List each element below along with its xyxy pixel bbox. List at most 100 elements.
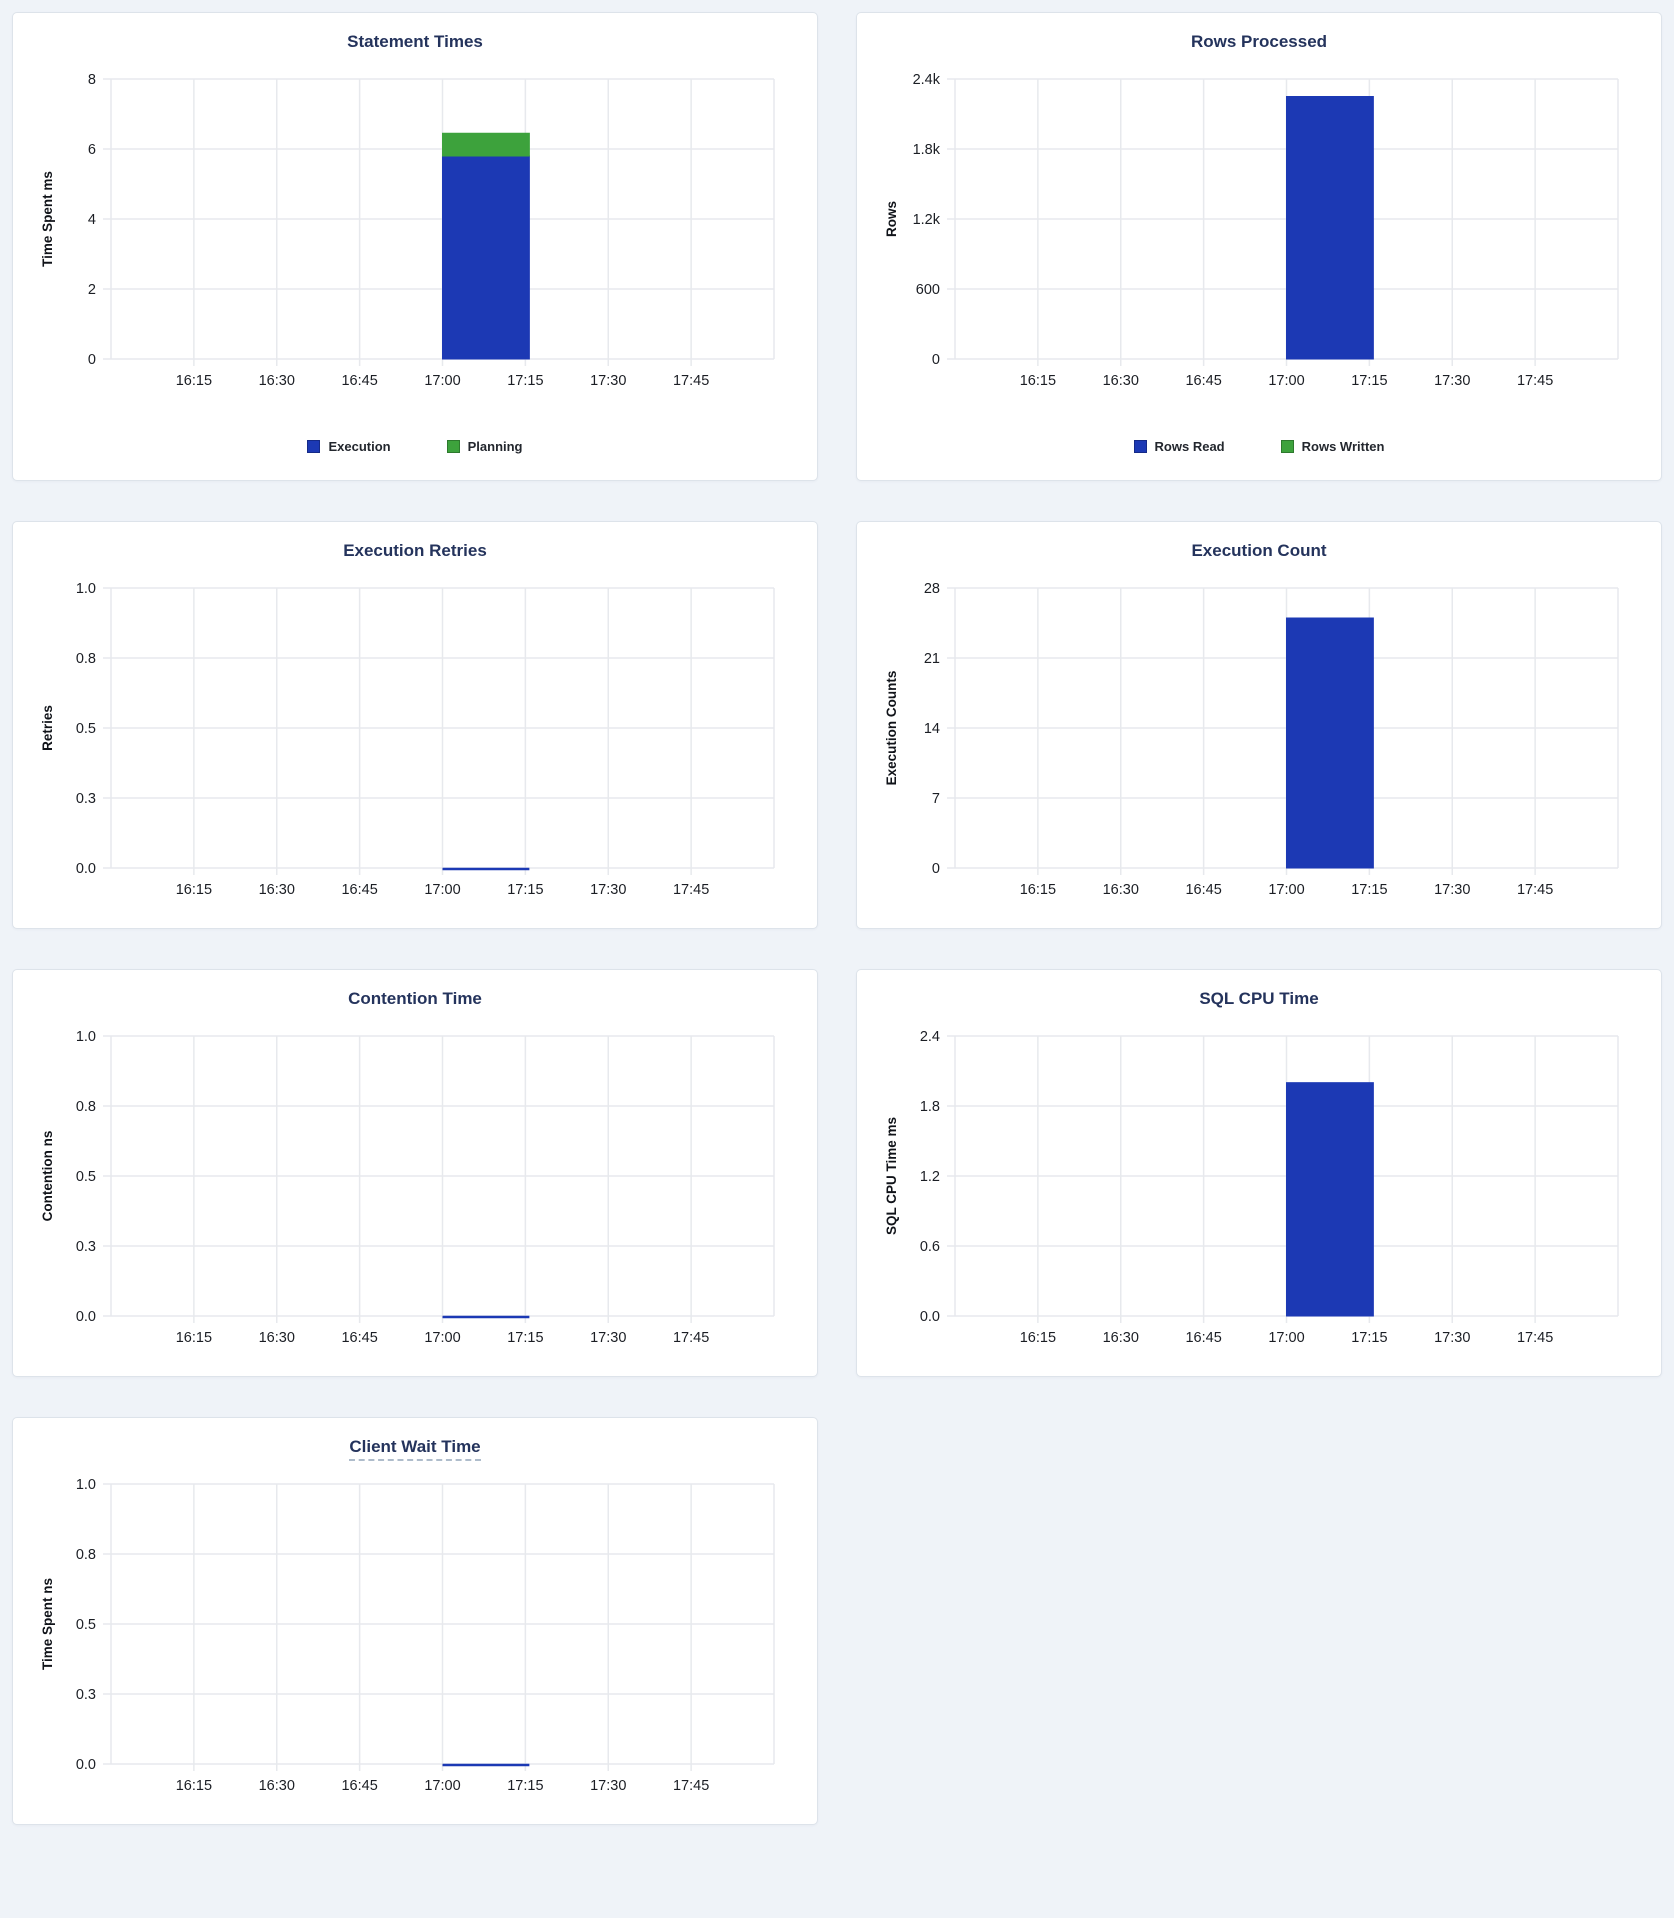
x-tick-label: 17:45: [1517, 1330, 1553, 1346]
legend-label: Rows Written: [1301, 439, 1385, 454]
x-tick-label: 17:30: [590, 1330, 626, 1346]
y-tick-label: 14: [924, 721, 940, 737]
x-tick-label: 16:45: [1185, 882, 1221, 898]
charts-grid: Statement Times 8 6 4 2 0 16:15 16:30 16:45 17:00…: [12, 12, 1662, 1825]
x-tick-label: 16:45: [341, 1778, 377, 1794]
y-axis-label: Contention ns: [40, 1131, 55, 1222]
y-tick-label: 21: [924, 651, 940, 667]
y-tick-label: 1.0: [76, 581, 96, 597]
y-tick-label: 0.0: [76, 1757, 96, 1773]
y-axis-label: Rows: [884, 201, 899, 237]
y-axis-label: Time Spent ns: [40, 1578, 55, 1670]
y-tick-label: 0.3: [76, 791, 96, 807]
y-tick-label: 0.6: [920, 1239, 940, 1255]
x-tick-label: 17:15: [1351, 1330, 1387, 1346]
chart-card-client-wait-time: Client Wait Time 1.0 0.8 0.5 0.3 0.0 16:15 16:3…: [12, 1417, 818, 1825]
x-tick-label: 17:15: [507, 1778, 543, 1794]
x-tick-label: 17:30: [590, 882, 626, 898]
chart-title-rows-processed: Rows Processed: [1190, 32, 1328, 51]
y-tick-label: 1.2k: [913, 212, 941, 228]
y-tick-label: 1.0: [76, 1029, 96, 1045]
chart-title-client-wait-time[interactable]: Client Wait Time: [349, 1437, 481, 1461]
y-tick-label: 0.3: [76, 1239, 96, 1255]
legend-swatch-green: [446, 440, 460, 453]
y-tick-label: 0.0: [920, 1309, 940, 1325]
chart-card-execution-retries: Execution Retries 1.0 0.8 0.5 0.3 0.0 16:15 16:…: [12, 521, 818, 929]
chart-title-wrap: Rows Processed: [870, 29, 1648, 55]
y-tick-label: 0: [88, 352, 96, 368]
bar-execution[interactable]: [442, 155, 530, 360]
y-tick-label: 0.8: [76, 651, 96, 667]
y-tick-label: 8: [88, 72, 96, 88]
x-tick-label: 17:15: [507, 1330, 543, 1346]
y-tick-label: 0.0: [76, 1309, 96, 1325]
x-tick-label: 17:45: [673, 1330, 709, 1346]
y-tick-label: 7: [932, 791, 940, 807]
x-tick-label: 17:30: [590, 1778, 626, 1794]
x-tick-label: 16:45: [1185, 373, 1221, 389]
x-tick-label: 16:15: [1020, 1330, 1056, 1346]
bar-value[interactable]: [1286, 1082, 1374, 1317]
legend-label: Rows Read: [1154, 439, 1225, 454]
chart-card-execution-count: Execution Count 28 21 14 7 0 16:15 16:30 16:45 17…: [856, 521, 1662, 929]
chart-title-wrap: Execution Retries: [26, 538, 804, 564]
chart-plot-statement-times: 8 6 4 2 0 16:15 16:30 16:45 17:00 17:15 17:30 17:45…: [40, 72, 775, 389]
legend-label: Execution: [328, 439, 391, 454]
y-tick-label: 2.4k: [913, 72, 941, 88]
legend-swatch-blue: [307, 440, 321, 453]
x-tick-label: 16:30: [259, 1330, 295, 1346]
x-tick-label: 17:45: [1517, 882, 1553, 898]
x-tick-label: 17:00: [424, 882, 460, 898]
y-tick-label: 1.0: [76, 1477, 96, 1493]
y-tick-label: 4: [88, 212, 96, 228]
x-tick-label: 16:15: [1020, 373, 1056, 389]
x-tick-label: 17:30: [1434, 373, 1470, 389]
chart-plot-execution-count: 28 21 14 7 0 16:15 16:30 16:45 17:00 17:15 17:30 17…: [884, 581, 1619, 898]
x-tick-label: 17:00: [1268, 1330, 1304, 1346]
legend-item-execution: Execution: [307, 439, 391, 454]
y-axis-label: SQL CPU Time ms: [884, 1117, 899, 1235]
x-tick-label: 16:45: [341, 373, 377, 389]
x-tick-label: 16:30: [1103, 373, 1139, 389]
bar-value[interactable]: [1286, 617, 1374, 869]
bar-rows-read[interactable]: [1286, 96, 1374, 360]
legend-swatch-blue: [1133, 440, 1147, 453]
legend-item-rows-read: Rows Read: [1133, 439, 1225, 454]
bar-planning[interactable]: [442, 132, 530, 157]
y-tick-label: 28: [924, 581, 940, 597]
y-tick-label: 1.2: [920, 1169, 940, 1185]
chart-title-wrap: SQL CPU Time: [870, 986, 1648, 1012]
y-tick-label: 0.5: [76, 1169, 96, 1185]
x-tick-label: 16:30: [1103, 882, 1139, 898]
x-tick-label: 17:30: [1434, 1330, 1470, 1346]
y-axis-label: Retries: [40, 705, 55, 751]
chart-title-wrap: Statement Times: [26, 29, 804, 55]
x-tick-label: 16:30: [259, 373, 295, 389]
chart-card-rows-processed: Rows Processed 2.4k 1.8k 1.2k 600 0 16:15 16:30…: [856, 12, 1662, 481]
chart-title-execution-count: Execution Count: [1191, 541, 1327, 560]
x-tick-label: 17:00: [424, 373, 460, 389]
x-tick-label: 16:15: [176, 1778, 212, 1794]
legend-swatch-green: [1280, 440, 1294, 453]
x-tick-label: 16:30: [1103, 1330, 1139, 1346]
y-tick-label: 600: [916, 282, 940, 298]
chart-card-contention-time: Contention Time 1.0 0.8 0.5 0.3 0.0 16:15 16:30…: [12, 969, 818, 1377]
chart-legend: Execution Planning: [26, 439, 804, 454]
chart-plot-sql-cpu-time: 2.4 1.8 1.2 0.6 0.0 16:15 16:30 16:45 17:00 17:15…: [884, 1029, 1619, 1346]
x-tick-label: 17:45: [673, 1778, 709, 1794]
x-tick-label: 16:15: [176, 882, 212, 898]
chart-title-sql-cpu-time: SQL CPU Time: [1199, 989, 1319, 1008]
x-tick-label: 17:00: [1268, 373, 1304, 389]
x-tick-label: 17:30: [590, 373, 626, 389]
x-tick-label: 17:45: [1517, 373, 1553, 389]
y-tick-label: 2: [88, 282, 96, 298]
chart-plot-rows-processed: 2.4k 1.8k 1.2k 600 0 16:15 16:30 16:45 17:00 17:1…: [884, 72, 1619, 389]
x-tick-label: 17:15: [507, 882, 543, 898]
chart-plot-client-wait-time: 1.0 0.8 0.5 0.3 0.0 16:15 16:30 16:45 17:00 17:15…: [40, 1477, 775, 1794]
x-tick-label: 17:15: [507, 373, 543, 389]
y-tick-label: 0.0: [76, 861, 96, 877]
y-tick-label: 6: [88, 142, 96, 158]
y-tick-label: 0.5: [76, 721, 96, 737]
chart-card-statement-times: Statement Times 8 6 4 2 0 16:15 16:30 16:45 17:00…: [12, 12, 818, 481]
y-tick-label: 0.8: [76, 1099, 96, 1115]
